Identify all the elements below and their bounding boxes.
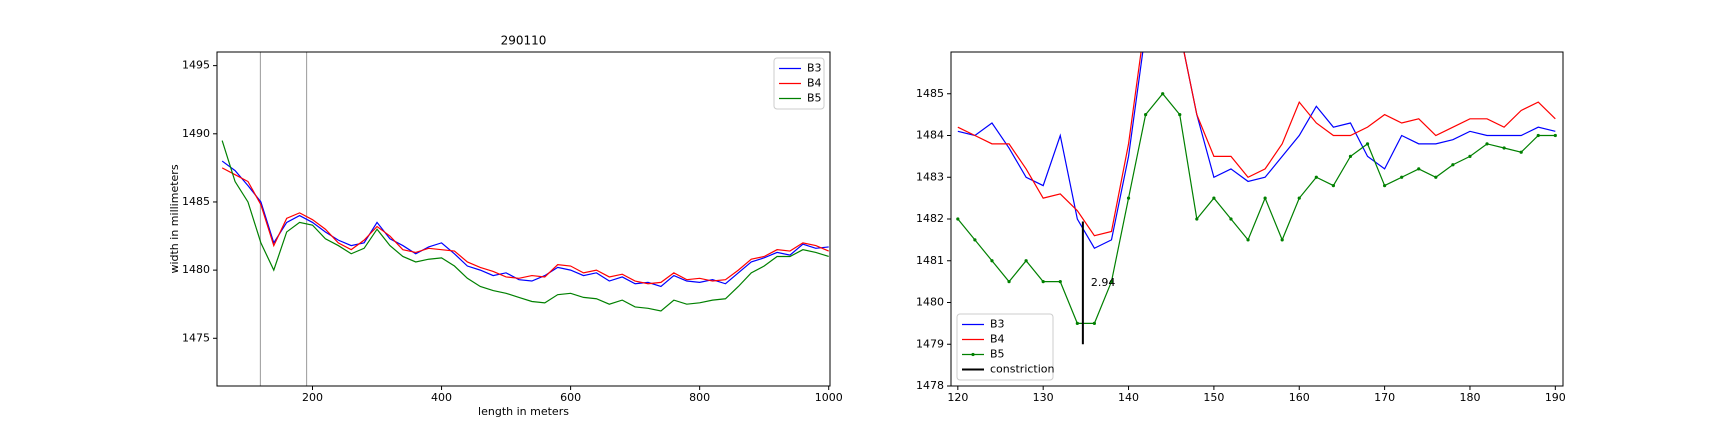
x-tick-label: 600 xyxy=(560,391,581,404)
chart-title: 290110 xyxy=(501,34,547,48)
x-tick-label: 170 xyxy=(1374,391,1395,404)
x-tick-label: 180 xyxy=(1459,391,1480,404)
data-point xyxy=(1161,92,1165,96)
plot-area xyxy=(221,52,829,386)
data-point xyxy=(1451,163,1455,167)
legend-label: constriction xyxy=(990,363,1055,376)
y-tick-label: 1481 xyxy=(916,254,944,267)
data-point xyxy=(1348,154,1353,158)
data-point xyxy=(1144,113,1148,117)
data-point xyxy=(1041,280,1045,284)
data-point xyxy=(1212,196,1216,200)
x-tick-label: 190 xyxy=(1545,391,1566,404)
x-tick-label: 160 xyxy=(1289,391,1310,404)
data-point xyxy=(1331,184,1335,188)
data-point xyxy=(1314,175,1318,179)
x-tick-label: 1000 xyxy=(815,391,843,404)
axes-frame xyxy=(216,51,831,387)
y-tick-label: 1484 xyxy=(916,129,944,142)
y-tick-label: 1490 xyxy=(182,127,210,140)
data-point xyxy=(1246,238,1250,242)
data-point xyxy=(1365,142,1370,146)
data-point xyxy=(1536,133,1540,138)
legend-label: B5 xyxy=(990,348,1005,361)
y-tick-label: 1483 xyxy=(916,170,944,183)
data-point xyxy=(1075,321,1079,325)
data-point xyxy=(973,238,977,242)
axes-frame xyxy=(950,51,1564,387)
legend-label: B3 xyxy=(807,62,822,75)
data-line xyxy=(957,92,1556,324)
legend-label: B3 xyxy=(990,318,1005,331)
x-tick-label: 400 xyxy=(431,391,452,404)
legend-label: B4 xyxy=(990,333,1005,346)
data-point xyxy=(1126,196,1131,200)
x-tick-label: 200 xyxy=(302,391,323,404)
y-tick-label: 1480 xyxy=(916,296,944,309)
data-point xyxy=(1553,133,1557,138)
legend-label: B5 xyxy=(807,92,822,105)
legend-box xyxy=(956,313,1054,381)
data-point xyxy=(956,217,960,221)
y-tick-label: 1475 xyxy=(182,331,210,344)
x-axis-label: length in meters xyxy=(478,405,569,418)
data-line xyxy=(957,52,1556,237)
data-point xyxy=(1195,217,1199,221)
data-point xyxy=(1502,146,1506,150)
data-point xyxy=(1519,150,1523,154)
data-point xyxy=(1400,175,1404,179)
data-point xyxy=(1383,184,1387,188)
x-tick-label: 120 xyxy=(947,391,968,404)
data-point xyxy=(1092,321,1096,325)
x-tick-label: 800 xyxy=(689,391,710,404)
legend-marker xyxy=(971,352,975,357)
data-point xyxy=(1007,280,1011,284)
data-line xyxy=(221,167,829,285)
y-axis-label: width in millimeters xyxy=(168,164,181,273)
y-tick-label: 1485 xyxy=(916,87,944,100)
data-point xyxy=(1468,154,1472,158)
data-point xyxy=(1263,196,1267,200)
data-point xyxy=(1229,217,1233,221)
data-point xyxy=(1058,280,1062,284)
y-tick-label: 1480 xyxy=(182,263,210,276)
data-line xyxy=(221,140,829,312)
x-tick-label: 150 xyxy=(1203,391,1224,404)
data-point xyxy=(1417,167,1421,171)
data-line xyxy=(221,160,829,288)
data-point xyxy=(990,259,994,263)
data-point xyxy=(1434,175,1438,179)
data-point xyxy=(1297,196,1301,200)
x-tick-label: 130 xyxy=(1033,391,1054,404)
plot-area: 2.94 xyxy=(956,52,1557,345)
data-point xyxy=(1024,259,1028,263)
y-tick-label: 1485 xyxy=(182,195,210,208)
data-point xyxy=(1178,113,1182,117)
y-tick-label: 1478 xyxy=(916,379,944,392)
y-tick-label: 1495 xyxy=(182,59,210,72)
y-tick-label: 1482 xyxy=(916,212,944,225)
x-tick-label: 140 xyxy=(1118,391,1139,404)
data-line xyxy=(957,52,1556,250)
y-tick-label: 1479 xyxy=(916,337,944,350)
data-point xyxy=(1109,280,1114,284)
legend-label: B4 xyxy=(807,77,822,90)
data-point xyxy=(1280,238,1284,242)
constriction-label: 2.94 xyxy=(1091,276,1116,289)
data-point xyxy=(1485,142,1489,146)
